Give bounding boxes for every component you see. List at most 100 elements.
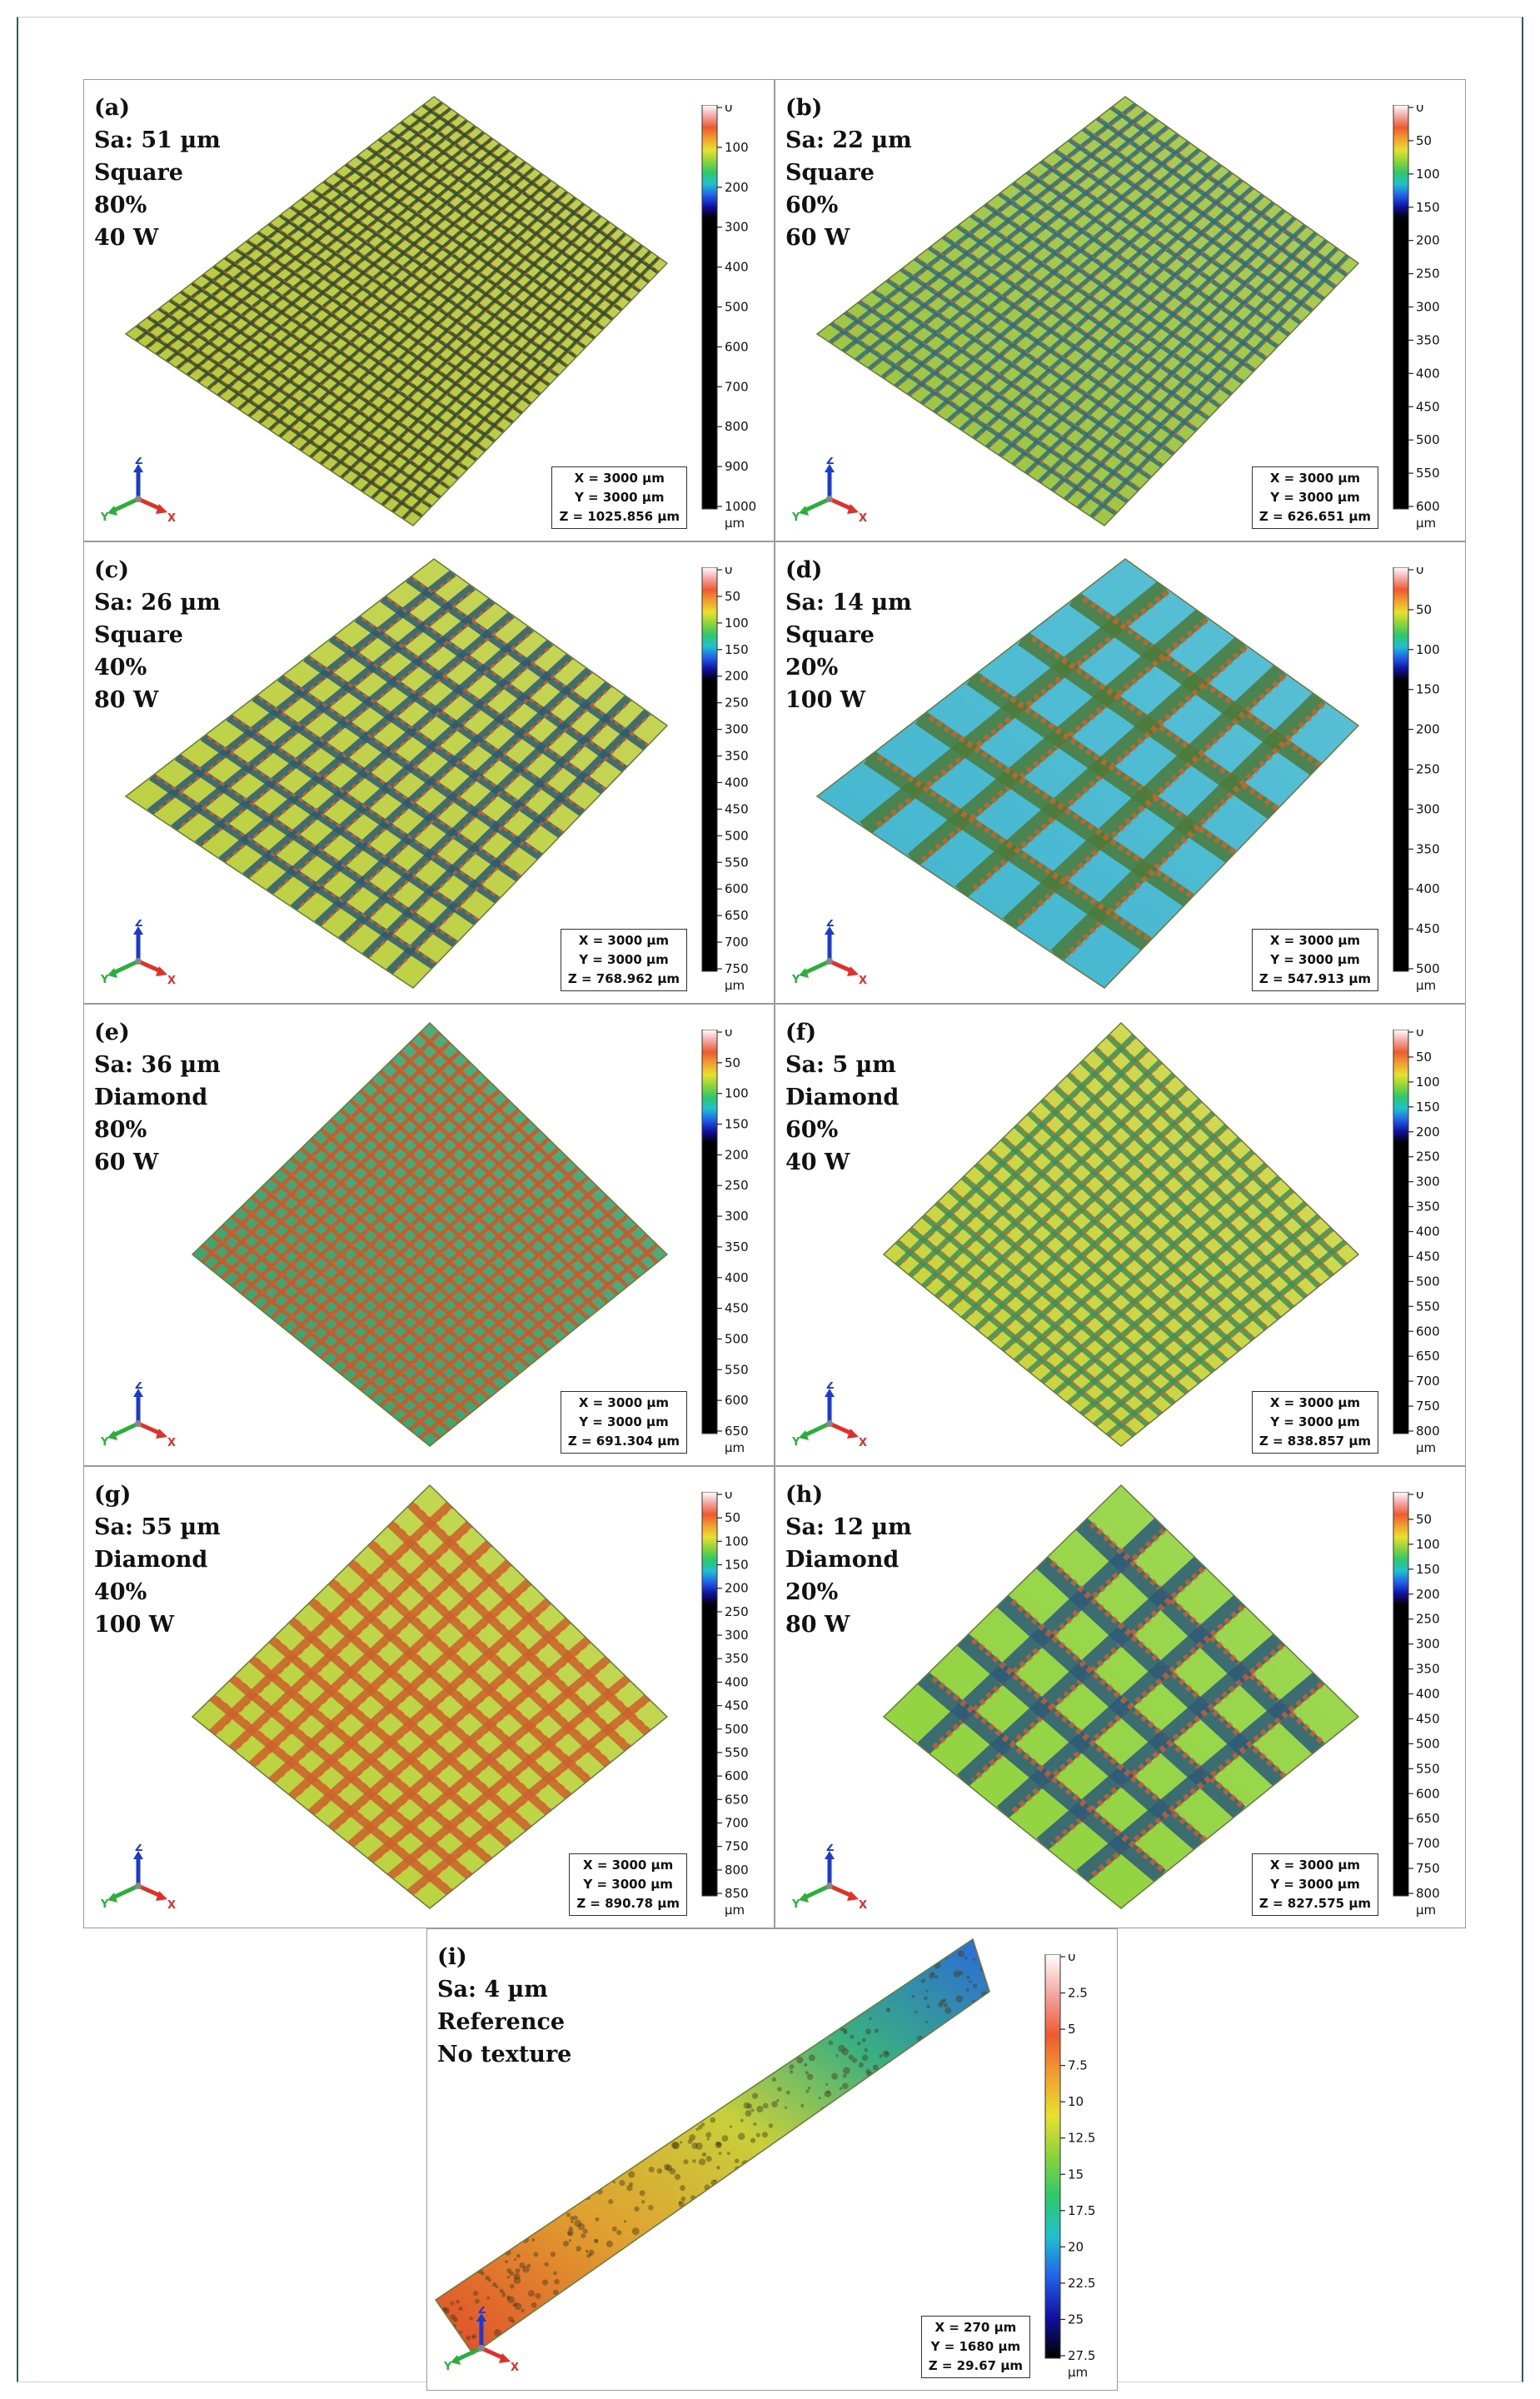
colorbar-tick-label: 250 — [1416, 1612, 1440, 1627]
colorbar-tick-label: 250 — [1416, 1150, 1440, 1165]
colorbar-tick-label: 200 — [725, 669, 749, 684]
colorbar-tick-label: 350 — [725, 1239, 749, 1254]
colorbar-tick-label: 550 — [1416, 466, 1440, 481]
colorbar-tick-label: 50 — [1416, 133, 1432, 148]
axis-x-label: X — [167, 1437, 176, 1449]
caption-density: 20% — [785, 655, 839, 681]
axis-x-label: X — [859, 975, 867, 986]
axis-triad-icon: Z Y X — [792, 920, 867, 986]
colorbar-tick-label: 650 — [1416, 1349, 1440, 1364]
colorbar-tick-label: 400 — [1416, 881, 1440, 896]
colorbar-tick-label: 150 — [725, 1117, 749, 1132]
dimension-x: X = 3000 µm — [1269, 1858, 1361, 1873]
colorbar-tick-label: 50 — [1416, 602, 1432, 617]
colorbar-tick-label: 300 — [1416, 300, 1440, 315]
colorbar-tick-label: 150 — [1416, 682, 1440, 697]
caption-label: (i) — [437, 1944, 467, 1970]
colorbar-tick-label: 450 — [1416, 399, 1440, 414]
surface-render-b — [815, 96, 1360, 526]
caption-sa: Sa: 26 µm — [94, 590, 221, 616]
caption-label: (e) — [94, 1020, 130, 1045]
axis-y-label: Y — [101, 511, 109, 524]
colorbar-tick-label: 27.5 — [1068, 2348, 1095, 2363]
colorbar-tick-label: 1000 — [725, 499, 756, 514]
colorbar-tick-label: 550 — [1416, 1761, 1440, 1776]
colorbar-tick-label: 50 — [1416, 1050, 1432, 1065]
dimension-box-b: X = 3000 µm Y = 3000 µm Z = 626.651 µm — [1251, 466, 1378, 529]
caption-power: 80 W — [785, 1612, 850, 1638]
axis-x-label: X — [511, 2362, 519, 2373]
caption-label: (f) — [785, 1020, 817, 1045]
dimension-x: X = 3000 µm — [578, 1395, 670, 1410]
colorbar-tick-label: 350 — [1416, 332, 1440, 347]
colorbar-tick-label: 0 — [725, 1030, 733, 1040]
colorbar-unit: µm — [1068, 2365, 1088, 2380]
colorbar-tick-label: 100 — [725, 616, 749, 631]
colorbar-tick-label: 0 — [725, 1492, 733, 1502]
colorbar-tick-label: 300 — [725, 722, 749, 737]
axis-triad-icon: Z Y X — [792, 1844, 867, 1911]
axis-z-label: Z — [826, 920, 834, 930]
colorbar-tick-label: 900 — [725, 459, 749, 474]
dimension-y: Y = 3000 µm — [1270, 1414, 1360, 1429]
dimension-y: Y = 3000 µm — [579, 1414, 669, 1429]
surface-render-f — [882, 1021, 1360, 1447]
colorbar-tick-label: 600 — [725, 1768, 749, 1783]
caption-pattern: Reference — [437, 2009, 566, 2035]
colorbar-tick-label: 700 — [725, 935, 749, 950]
dimension-x: X = 3000 µm — [583, 1858, 674, 1873]
colorbar-tick-label: 500 — [1416, 1736, 1440, 1751]
axis-y-label: Y — [101, 974, 109, 986]
axis-x-label: X — [167, 975, 176, 986]
colorbar-tick-label: 400 — [725, 1270, 749, 1285]
axis-triad-icon: Z Y X — [792, 1382, 867, 1449]
colorbar-tick-label: 500 — [1416, 961, 1440, 976]
dimension-box-d: X = 3000 µm Y = 3000 µm Z = 547.913 µm — [1251, 929, 1378, 991]
colorbar-tick-label: 500 — [1416, 432, 1440, 447]
dimension-x: X = 3000 µm — [578, 933, 670, 948]
caption-power: 40 W — [785, 1150, 850, 1175]
colorbar-tick-label: 100 — [725, 1086, 749, 1101]
panel-b: (b) Sa: 22 µm Square 60% 60 W 0 50 100 150 200 250… — [775, 79, 1466, 541]
caption-label: (c) — [94, 557, 129, 583]
axis-z-label: Z — [135, 920, 142, 930]
colorbar-tick-label: 650 — [725, 1424, 749, 1439]
colorbar-unit: µm — [725, 1903, 745, 1918]
colorbar-tick-label: 400 — [1416, 1687, 1440, 1702]
panel-caption-a: (a) Sa: 51 µm Square 80% 40 W — [94, 92, 221, 254]
caption-pattern: Square — [94, 160, 183, 186]
axis-z-label: Z — [826, 457, 834, 467]
caption-label: (d) — [785, 557, 823, 583]
dimension-z: Z = 827.575 µm — [1258, 1896, 1371, 1911]
caption-label: (g) — [94, 1482, 132, 1508]
panel-caption-e: (e) Sa: 36 µm Diamond 80% 60 W — [94, 1016, 221, 1179]
axis-z-label: Z — [135, 1382, 142, 1392]
surface-render-h — [882, 1484, 1360, 1909]
dimension-y: Y = 3000 µm — [579, 952, 669, 967]
dimension-z: Z = 547.913 µm — [1258, 971, 1371, 986]
caption-sa: Sa: 4 µm — [437, 1977, 548, 2002]
dimension-z: Z = 626.651 µm — [1258, 509, 1371, 524]
colorbar-tick-label: 650 — [725, 908, 749, 923]
colorbar-tick-label: 550 — [725, 855, 749, 870]
colorbar-tick-label: 200 — [1416, 233, 1440, 248]
colorbar-tick-label: 20 — [1068, 2239, 1084, 2254]
axis-y-label: Y — [792, 974, 800, 986]
colorbar-tick-label: 600 — [1416, 499, 1440, 514]
dimension-box-g: X = 3000 µm Y = 3000 µm Z = 890.78 µm — [569, 1853, 687, 1916]
colorbar-tick-label: 550 — [725, 1362, 749, 1377]
caption-label: (a) — [94, 95, 131, 121]
colorbar-tick-label: 450 — [1416, 1711, 1440, 1726]
colorbar-unit: µm — [1416, 1903, 1436, 1918]
colorbar-tick-label: 600 — [1416, 1786, 1440, 1801]
colorbar-tick-label: 350 — [1416, 1200, 1440, 1214]
panel-caption-h: (h) Sa: 12 µm Diamond 20% 80 W — [785, 1479, 912, 1641]
dimension-z: Z = 691.304 µm — [567, 1434, 680, 1449]
colorbar-tick-label: 25 — [1068, 2312, 1084, 2327]
panel-a: (a) Sa: 51 µm Square 80% 40 W 0 100 200 300 400 50… — [83, 79, 775, 541]
dimension-x: X = 270 µm — [934, 2320, 1017, 2335]
colorbar-tick-label: 5 — [1068, 2022, 1076, 2037]
caption-pattern: Diamond — [785, 1085, 900, 1110]
colorbar-tick-label: 400 — [725, 1674, 749, 1689]
caption-pattern: Square — [94, 622, 183, 648]
